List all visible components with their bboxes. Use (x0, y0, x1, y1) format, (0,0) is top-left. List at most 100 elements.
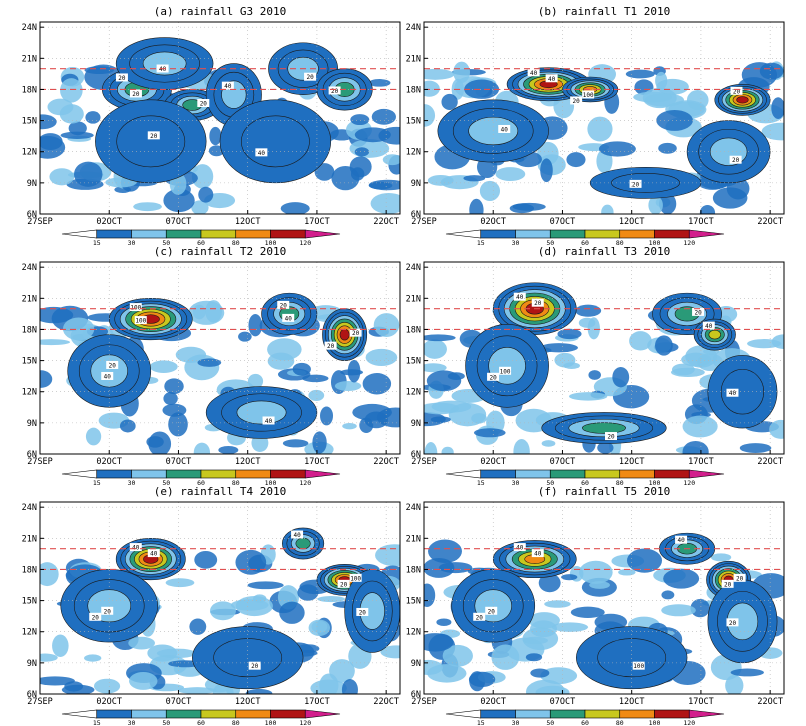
contour-label: 100 (632, 661, 645, 670)
rain-speckle (424, 558, 455, 578)
x-tick-label: 27SEP (27, 457, 53, 467)
rain-speckle (149, 360, 178, 373)
colorbar-swatch (131, 469, 167, 479)
rain-speckle (525, 653, 543, 662)
rain-speckle (424, 104, 436, 127)
colorbar-swatch (654, 229, 690, 239)
svg-text:20: 20 (359, 609, 367, 616)
rain-speckle (368, 79, 391, 87)
colorbar-swatch (165, 469, 202, 479)
rain-speckle (538, 573, 561, 593)
x-tick-label: 12OCT (235, 697, 261, 707)
rain-speckle (247, 581, 284, 590)
x-tick-label: 02OCT (96, 457, 122, 467)
colorbar-swatch (515, 229, 551, 239)
rain-speckle (280, 202, 310, 214)
svg-text:40: 40 (104, 373, 112, 380)
rain-speckle (74, 161, 103, 187)
colorbar-label: 80 (616, 479, 624, 487)
x-tick-label: 27SEP (27, 697, 53, 707)
svg-text:20: 20 (150, 133, 158, 140)
colorbar-label: 100 (265, 239, 277, 247)
rain-speckle (93, 678, 121, 694)
x-tick-label: 07OCT (550, 697, 576, 707)
colorbar-label: 30 (512, 479, 520, 487)
colorbar-label: 15 (477, 719, 485, 726)
contour-label: 20 (101, 606, 114, 615)
panel-b: 40 100 40 20 20 20 40 20 (b) rainfall T1 2010 6N 9… (406, 5, 785, 247)
rain-speckle (365, 348, 398, 367)
x-tick-label: 22OCT (757, 697, 783, 707)
contour-label: 40 (255, 148, 268, 157)
contour-label: 20 (277, 300, 290, 309)
rain-speckle (362, 373, 392, 395)
svg-text:40: 40 (516, 545, 524, 552)
contour-label: 20 (692, 307, 705, 316)
colorbar-label: 80 (232, 719, 240, 726)
rain-speckle (629, 331, 652, 351)
rain-speckle (119, 419, 136, 433)
contour-label: 20 (337, 579, 350, 588)
rain-speckle (380, 645, 400, 659)
panel-a: 20 40 20 40 20 20 20 40 20 (a) rainfall G3 2010 6N… (22, 5, 401, 247)
contour-label: 20 (485, 606, 498, 615)
y-tick-label: 6N (27, 210, 37, 220)
contour-label: 100 (134, 316, 147, 325)
contour-label: 100 (499, 366, 512, 375)
rain-speckle (342, 422, 357, 430)
panel-title: (d) rainfall T3 2010 (538, 245, 670, 258)
colorbar-label: 60 (197, 479, 205, 487)
x-tick-label: 22OCT (373, 217, 399, 227)
y-tick-label: 9N (411, 419, 421, 429)
rain-speckle (730, 668, 764, 677)
rain-speckle (588, 370, 601, 380)
svg-text:20: 20 (340, 581, 348, 588)
rain-speckle (60, 78, 83, 103)
rain-speckle (165, 578, 195, 588)
svg-text:100: 100 (500, 368, 511, 375)
rain-speckle (49, 168, 75, 186)
rain-speckle (163, 392, 178, 405)
contour-label: 20 (328, 86, 341, 95)
rain-cell (95, 99, 207, 184)
rain-speckle (529, 620, 558, 638)
contour-label: 20 (726, 618, 739, 627)
colorbar-swatch (131, 229, 167, 239)
rain-speckle (442, 644, 473, 667)
rain-speckle (47, 98, 74, 116)
contour-label: 40 (726, 388, 739, 397)
rain-speckle (314, 163, 335, 181)
rain-speckle (191, 200, 209, 214)
contour-band (295, 537, 311, 550)
rain-speckle (612, 366, 630, 388)
rain-speckle (699, 205, 716, 214)
colorbar-swatch (200, 469, 237, 479)
contour-band (236, 400, 287, 425)
contour-band (582, 422, 626, 434)
y-tick-label: 21N (406, 54, 421, 64)
rain-speckle (424, 402, 460, 415)
contour-label: 20 (197, 99, 210, 108)
rain-speckle (537, 141, 559, 166)
colorbar-min-triangle (445, 709, 482, 719)
rain-cell (205, 386, 318, 439)
contour-band (611, 172, 680, 193)
colorbar: 15 30 50 60 80 100 120 (445, 709, 725, 726)
rain-speckle (424, 339, 447, 359)
svg-text:20: 20 (694, 309, 702, 316)
contour-label: 20 (733, 573, 746, 582)
svg-text:20: 20 (732, 157, 740, 164)
svg-text:40: 40 (729, 390, 737, 397)
y-tick-label: 15N (406, 357, 421, 367)
panel-c: 100 40 20 20 40 100 20 20 40 (c) rainfall T2 2010… (22, 245, 401, 487)
contour-label: 40 (513, 543, 526, 552)
plot-frame (423, 501, 785, 695)
rain-speckle (218, 445, 239, 454)
y-tick-label: 12N (22, 148, 37, 158)
colorbar-label: 30 (128, 479, 136, 487)
rain-speckle (568, 392, 608, 401)
rain-speckle (430, 416, 451, 423)
svg-text:100: 100 (130, 305, 141, 312)
rain-speckle (164, 378, 184, 395)
